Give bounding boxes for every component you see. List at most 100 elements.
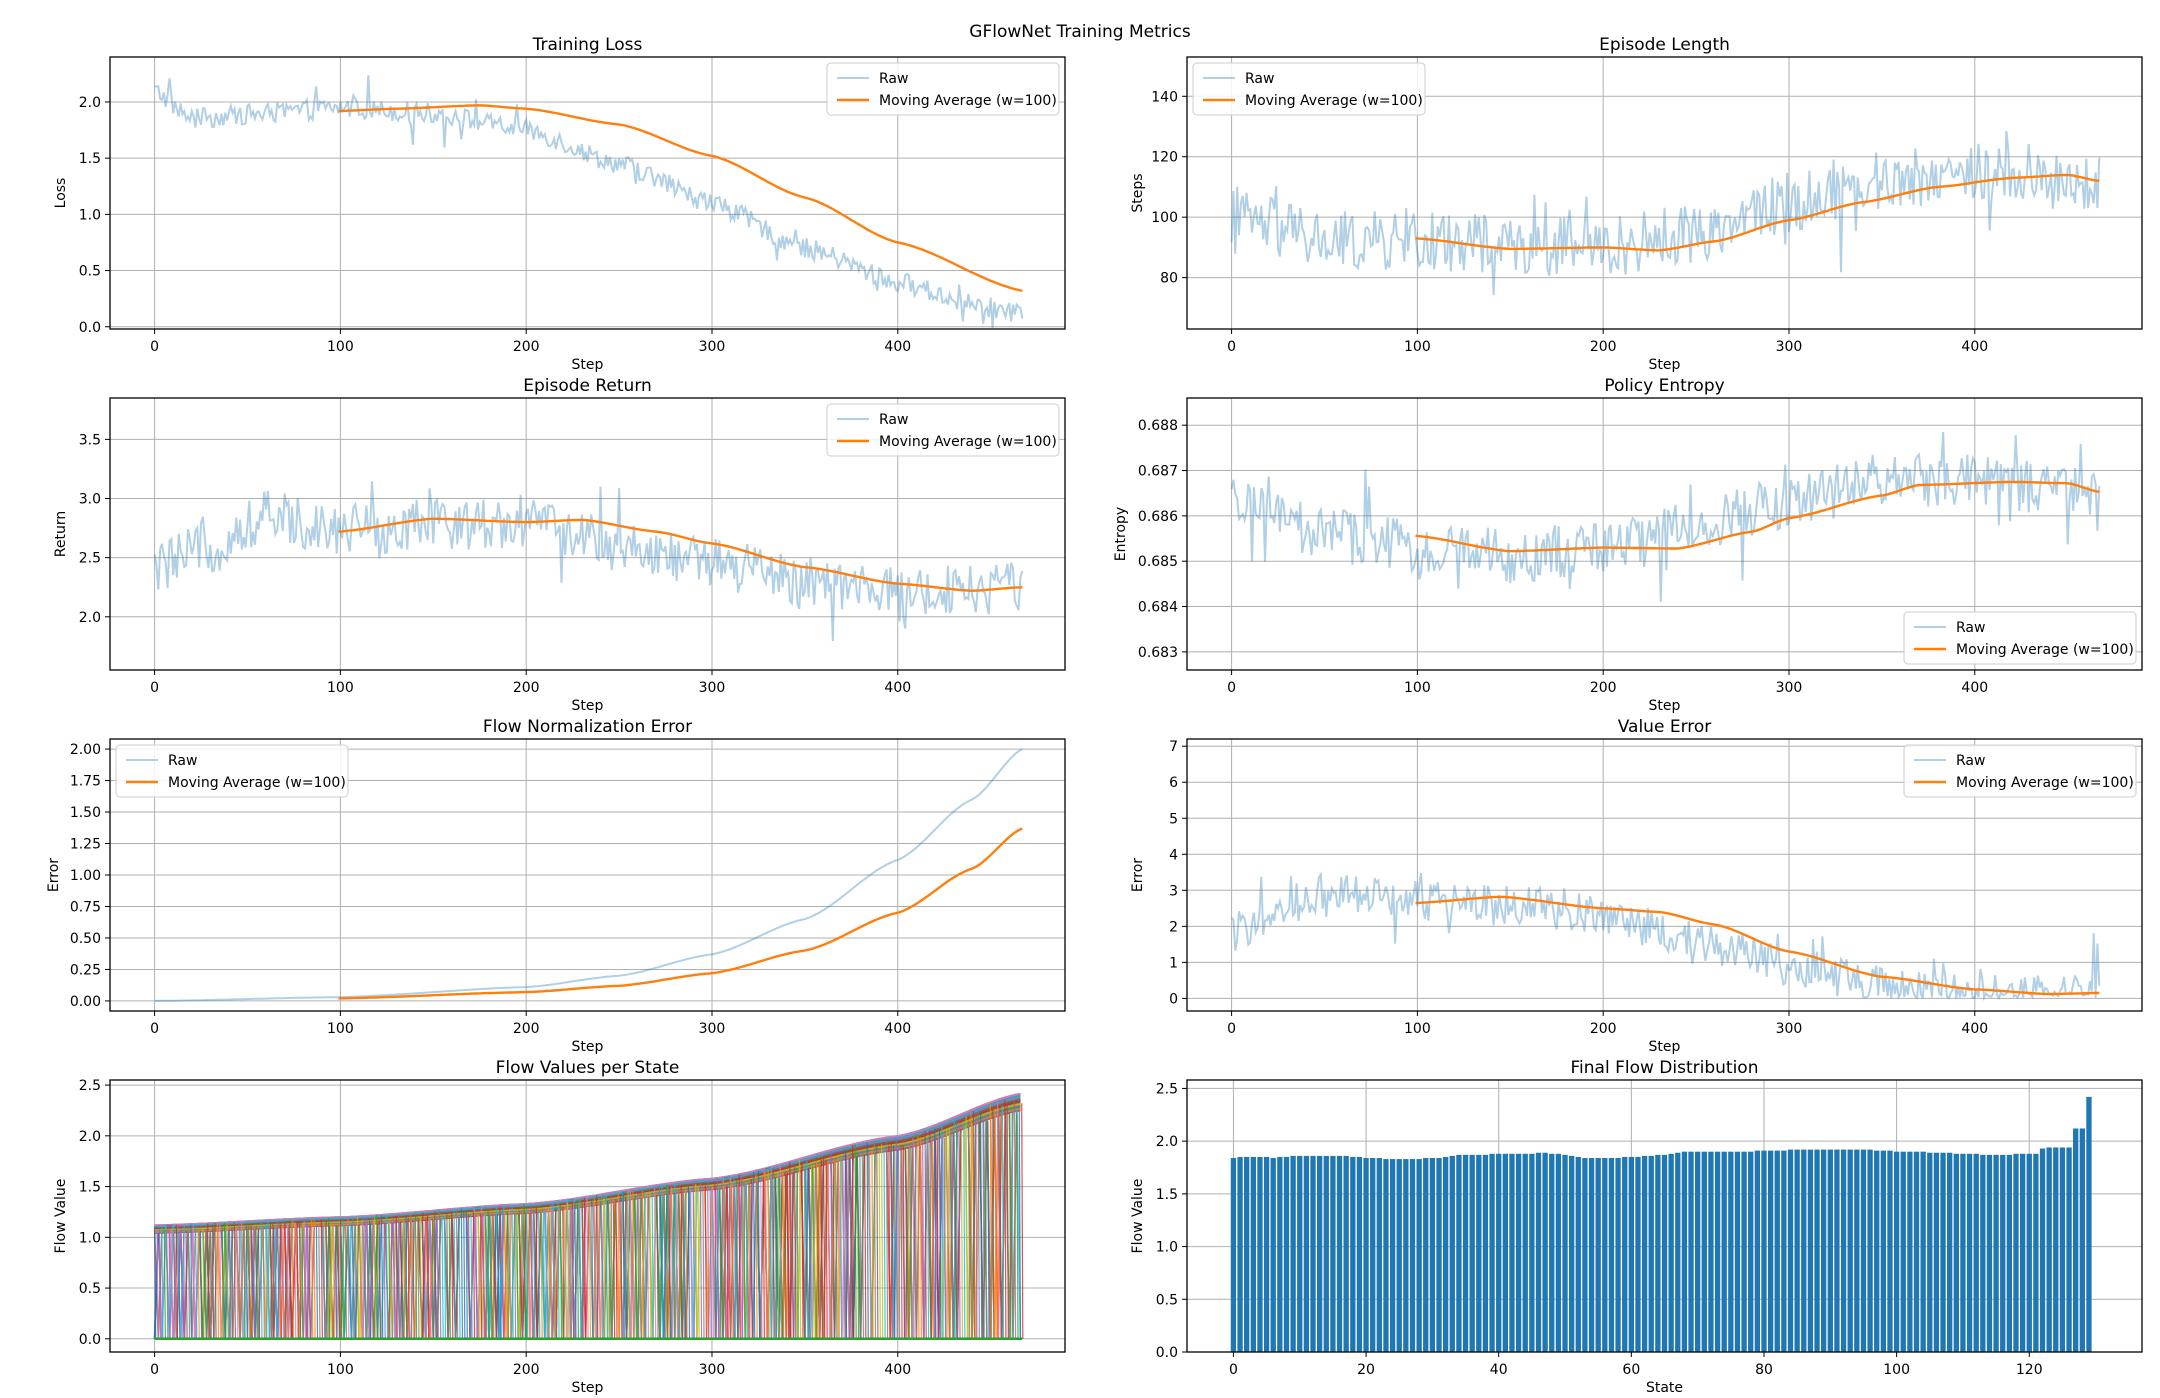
flow-drop-stroke (214, 1223, 217, 1339)
flow-drop-stroke (368, 1220, 372, 1339)
flow-drop-stroke (494, 1215, 497, 1339)
flow-drop-stroke (832, 1162, 836, 1339)
flow-drop-stroke (583, 1197, 587, 1339)
bar (1389, 1159, 1396, 1352)
flow-drop-stroke (926, 1139, 930, 1339)
bar (1854, 1149, 1860, 1352)
flow-drop-stroke (707, 1182, 710, 1339)
x-tick-label: 200 (1590, 339, 1617, 355)
flow-drop-stroke (402, 1221, 406, 1339)
bar (1940, 1152, 1946, 1352)
x-tick-label: 80 (1755, 1362, 1773, 1378)
flow-drop-stroke (656, 1194, 659, 1339)
flow-drop-stroke (431, 1218, 435, 1339)
flow-drop-stroke (598, 1198, 601, 1339)
flow-drop-stroke (620, 1196, 623, 1339)
flow-drop-stroke (567, 1202, 570, 1339)
bar (1263, 1156, 1270, 1352)
flow-drop-stroke (600, 1194, 604, 1339)
flow-drop-stroke (158, 1229, 162, 1339)
x-tick-label: 100 (327, 339, 354, 355)
axes-frame (109, 56, 1066, 330)
moving-average-line (1415, 895, 2100, 996)
flow-drop-stroke (516, 1213, 519, 1339)
flow-drop-stroke (166, 1229, 169, 1339)
flow-drop-stroke (702, 1185, 705, 1339)
moving-average-line (338, 827, 1023, 1000)
flow-drop-stroke (900, 1144, 903, 1339)
x-tick-label: 0 (1229, 1362, 1238, 1378)
bar (1535, 1152, 1542, 1352)
flow-drop-stroke (970, 1112, 973, 1339)
flow-drop-stroke (318, 1227, 321, 1339)
flow-drop-stroke (482, 1214, 485, 1339)
flow-drop-stroke (999, 1104, 1002, 1339)
x-axis-label: Step (572, 1039, 604, 1055)
y-axis-label: Flow Value (1130, 1179, 1146, 1254)
flow-drop-stroke (407, 1217, 410, 1339)
flow-drop-stroke (975, 1113, 978, 1339)
flow-drop-stroke (477, 1215, 480, 1339)
flow-drop-stroke (301, 1227, 304, 1339)
flow-drop-stroke (412, 1219, 415, 1339)
flow-drop-stroke (446, 1211, 449, 1339)
y-tick-label: 0.5 (79, 1281, 101, 1297)
flow-drop-stroke (709, 1187, 712, 1339)
bar (1582, 1158, 1588, 1352)
figure-suptitle: GFlowNet Training Metrics (969, 22, 1191, 42)
flow-drop-stroke (743, 1183, 746, 1339)
bar (1688, 1151, 1694, 1352)
chart-flownorm: 0 100 200 300 400 0.00 0.25 0.50 0.75 1.00 1.25 1.5… (46, 717, 1066, 1055)
x-tick-label: 60 (1622, 1362, 1640, 1378)
flow-drop-stroke (221, 1225, 224, 1339)
flow-drop-stroke (313, 1219, 316, 1339)
bar (1575, 1156, 1581, 1352)
flow-drop-stroke (649, 1191, 652, 1339)
flow-drop-stroke (663, 1191, 666, 1339)
plot-area (1230, 431, 2101, 602)
y-tick-label: 1.0 (79, 207, 101, 223)
flow-drop-stroke (682, 1189, 686, 1339)
x-tick-label: 200 (1590, 680, 1617, 696)
legend-box (1903, 611, 2137, 665)
flow-drop-stroke (958, 1122, 961, 1339)
flow-drop-stroke (269, 1223, 273, 1339)
flow-drop-stroke (509, 1208, 512, 1339)
y-axis-label: Flow Value (53, 1179, 69, 1254)
flow-drop-stroke (480, 1213, 483, 1339)
bar (1588, 1158, 1595, 1352)
bar (2039, 1148, 2046, 1352)
flow-drop-stroke (342, 1220, 345, 1339)
flow-drop-stroke (905, 1149, 908, 1339)
bar (1681, 1151, 1688, 1352)
flow-drop-stroke (414, 1216, 418, 1339)
y-tick-label: 1.5 (1156, 1187, 1178, 1203)
bar (1887, 1150, 1893, 1352)
flow-drop-stroke (579, 1200, 582, 1339)
bar (1628, 1156, 1634, 1352)
bar (1867, 1149, 1873, 1352)
flow-drop-stroke (934, 1128, 937, 1339)
flow-drop-stroke (714, 1183, 717, 1339)
bar (1622, 1156, 1628, 1352)
chart-length: 0 100 200 300 400 80 100 120 140 Episode Length St… (1130, 35, 2143, 373)
flow-drop-stroke (830, 1150, 833, 1339)
flow-drop-stroke (356, 1216, 360, 1339)
flow-drop-stroke (443, 1218, 447, 1339)
bar (1356, 1156, 1363, 1352)
flow-drop-stroke (199, 1230, 203, 1339)
bar (1834, 1149, 1840, 1352)
flow-drop-stroke (719, 1189, 722, 1339)
flow-drop-stroke (622, 1192, 625, 1339)
flow-drop-stroke (772, 1168, 775, 1339)
flow-drop-stroke (864, 1154, 867, 1339)
bar (1840, 1149, 1847, 1352)
bar (1436, 1158, 1442, 1352)
x-tick-label: 0 (1227, 1021, 1236, 1037)
y-tick-label: 0.75 (70, 899, 101, 915)
flow-drop-stroke (888, 1145, 891, 1339)
bar (1933, 1152, 1940, 1352)
flow-drop-stroke (871, 1149, 874, 1339)
flow-drop-stroke (637, 1193, 640, 1339)
